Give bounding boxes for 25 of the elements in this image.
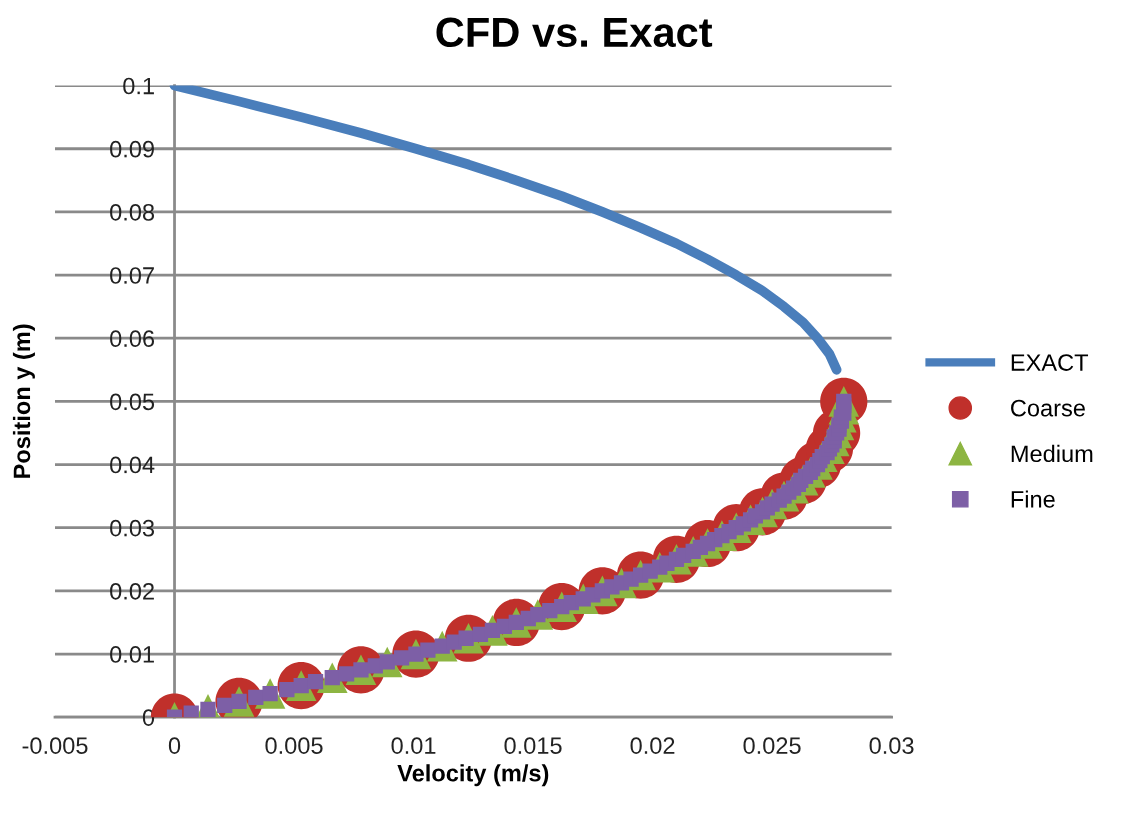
y-tick-label: 0.06	[110, 330, 155, 348]
x-tick-label: 0.025	[743, 737, 801, 754]
y-tick-label: 0.08	[110, 203, 155, 221]
y-tick-label: 0.03	[110, 519, 155, 537]
legend-label: Medium	[1011, 444, 1093, 463]
x-tick-label: 0.03	[869, 737, 914, 754]
y-tick-label: 0.1	[123, 77, 154, 95]
legend-label: Fine	[1011, 490, 1055, 508]
y-tick-label: 0.01	[110, 646, 154, 663]
y-tick-label: 0.02	[110, 582, 154, 600]
y-tick-label: 0.09	[110, 140, 154, 158]
x-tick-label: 0.005	[265, 737, 323, 754]
x-tick-label: 0.02	[630, 737, 675, 754]
x-tick-label: -0.005	[22, 737, 88, 754]
legend-label: Coarse	[1011, 399, 1085, 417]
x-axis-title: Velocity (m/s)	[397, 764, 549, 787]
x-tick-label: 0.015	[504, 737, 562, 754]
y-axis-title: Position y (m)	[12, 324, 35, 478]
x-tick-label: 0	[168, 737, 181, 754]
y-tick-label: 0.04	[110, 456, 155, 474]
legend-label: EXACT	[1011, 354, 1089, 371]
y-tick-label: 0.05	[110, 393, 155, 411]
chart-title: CFD vs. Exact	[436, 17, 713, 48]
y-tick-label: 0.07	[110, 267, 154, 284]
x-tick-label: 0.01	[391, 737, 436, 754]
